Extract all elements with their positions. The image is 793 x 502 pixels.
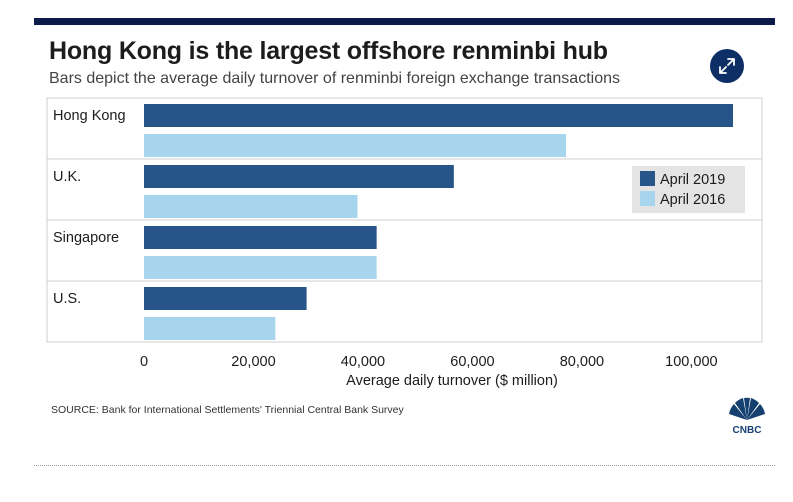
- bar-april-2019: [144, 104, 733, 127]
- category-label: Singapore: [53, 230, 119, 246]
- divider: [34, 465, 775, 466]
- cnbc-peacock-logo: CNBC: [729, 397, 765, 436]
- cnbc-logo: CNBC: [723, 396, 771, 436]
- bar-april-2016: [144, 134, 567, 157]
- category-label: U.K.: [53, 169, 81, 185]
- bar-april-2016: [144, 195, 358, 218]
- x-tick-label: 20,000: [231, 354, 275, 370]
- bar-april-2019: [144, 226, 377, 249]
- category-label: Hong Kong: [53, 108, 126, 124]
- x-tick-label: 100,000: [665, 354, 717, 370]
- x-tick-label: 40,000: [341, 354, 385, 370]
- bar-chart: Hong Kong U.K. Singapore U.S. 0 20,000 40,000 6…: [46, 97, 763, 389]
- legend-label: April 2016: [660, 192, 725, 208]
- x-axis-label: Average daily turnover ($ million): [346, 373, 558, 389]
- legend-label: April 2019: [660, 172, 725, 188]
- expand-button[interactable]: [710, 49, 744, 83]
- top-rule: [34, 18, 775, 25]
- logo-wordmark: CNBC: [733, 425, 762, 434]
- bar-april-2019: [144, 165, 454, 188]
- bar-april-2016: [144, 256, 377, 279]
- x-tick-label: 60,000: [450, 354, 494, 370]
- legend-swatch: [640, 171, 655, 186]
- x-tick-label: 0: [140, 354, 148, 370]
- chart-title: Hong Kong is the largest offshore renmin…: [49, 37, 608, 65]
- category-label: U.S.: [53, 291, 81, 307]
- legend-swatch: [640, 191, 655, 206]
- source-note: SOURCE: Bank for International Settlemen…: [51, 404, 404, 416]
- chart-subtitle: Bars depict the average daily turnover o…: [49, 70, 620, 87]
- bar-april-2016: [144, 317, 276, 340]
- x-tick-label: 80,000: [560, 354, 604, 370]
- expand-arrows-icon: [719, 58, 735, 74]
- bar-april-2019: [144, 287, 307, 310]
